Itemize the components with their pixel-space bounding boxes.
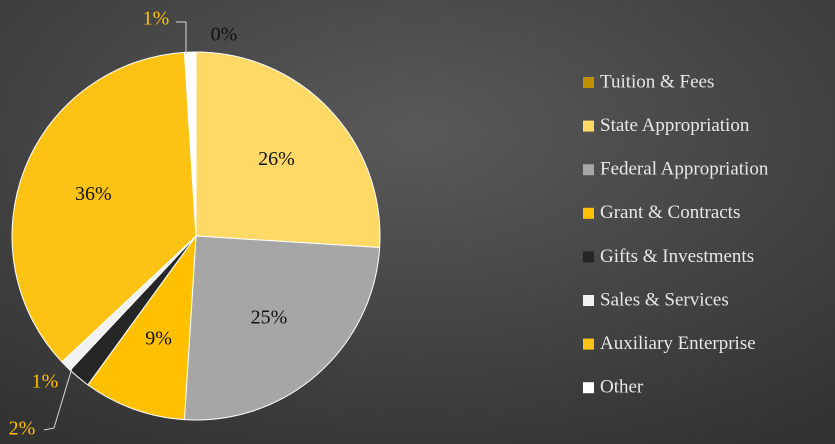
legend-text: Sales & Services	[600, 289, 729, 310]
legend-swatch	[583, 77, 594, 88]
legend-swatch	[583, 120, 594, 132]
legend-swatch	[583, 382, 594, 394]
leader-line	[176, 21, 187, 54]
data-label: 0%	[211, 24, 238, 46]
pie-slice	[183, 51, 197, 237]
pie-slice	[183, 235, 381, 421]
legend-text: Other	[600, 377, 644, 398]
data-label: 9%	[145, 327, 172, 349]
data-label: 1%	[32, 371, 59, 393]
data-label: 2%	[9, 418, 36, 440]
data-label: 25%	[251, 306, 288, 328]
pie-slice	[87, 234, 197, 421]
legend-swatch	[583, 251, 594, 263]
legend-text: Federal Appropriation	[600, 159, 769, 180]
legend-swatch	[583, 164, 594, 176]
legend-text: Tuition & Fees	[600, 71, 714, 92]
data-label: 1%	[143, 8, 170, 30]
data-label: 26%	[258, 148, 295, 170]
data-label: 36%	[75, 183, 112, 205]
legend-text: State Appropriation	[600, 115, 750, 136]
legend-swatch	[583, 338, 594, 350]
legend-swatch	[583, 207, 594, 219]
pie-slice	[11, 51, 197, 363]
legend-text: Gifts & Investments	[600, 246, 754, 267]
legend-text: Grant & Contracts	[600, 202, 740, 223]
legend-text: Auxiliary Enterprise	[600, 333, 756, 354]
legend-swatch	[583, 295, 594, 306]
pie-slice	[195, 51, 381, 249]
leader-line	[43, 367, 73, 431]
